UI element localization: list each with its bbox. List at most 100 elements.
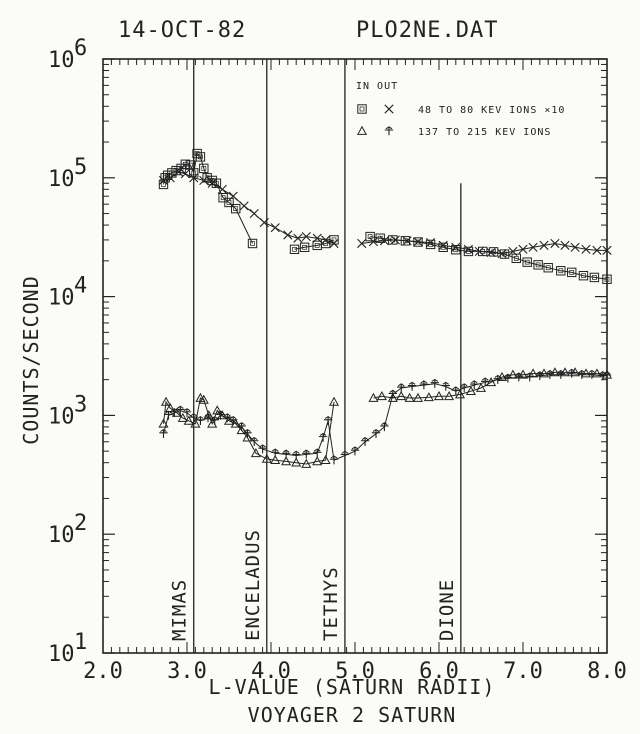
data-point-triangle: [158, 418, 169, 428]
data-point-triangle: [212, 405, 223, 415]
y-tick-label: 10: [48, 286, 75, 311]
data-point-triangle: [454, 389, 466, 399]
x-tick-label: 6.0: [419, 659, 459, 684]
data-point-square: [195, 152, 206, 162]
data-point-plus: [203, 413, 213, 423]
data-point-triangle: [281, 456, 292, 466]
data-point-x: [570, 242, 580, 252]
legend-marker-plus: [384, 126, 394, 136]
data-point-plus: [481, 377, 490, 387]
data-point-x: [270, 223, 280, 233]
data-point-x: [426, 237, 436, 248]
data-point-square: [556, 266, 566, 276]
data-point-plus: [210, 416, 219, 426]
data-point-plus: [196, 416, 205, 426]
data-point-x: [451, 242, 461, 252]
moon-label-enceladus: ENCELADUS: [242, 529, 264, 641]
data-point-square: [578, 270, 589, 281]
data-point-triangle: [396, 390, 407, 401]
data-point-triangle: [312, 456, 323, 466]
data-point-x: [329, 238, 339, 249]
x-tick-label: 7.0: [503, 659, 543, 684]
moon-label-mimas: MIMAS: [169, 579, 191, 641]
legend-entry-48-80-kev: 48 TO 80 KEV IONS ×10: [418, 105, 565, 116]
data-point-triangle: [433, 390, 445, 401]
data-point-plus: [407, 381, 417, 391]
data-point-plus: [271, 448, 280, 458]
data-point-triangle: [250, 448, 261, 458]
data-point-x: [581, 244, 591, 254]
data-point-triangle: [412, 392, 424, 402]
series-line-x: [163, 171, 335, 244]
data-point-plus: [323, 416, 333, 426]
data-point-square: [218, 192, 228, 203]
x-tick-label: 4.0: [251, 659, 291, 684]
data-point-plus: [176, 405, 185, 415]
data-point-plus: [237, 422, 246, 432]
y-tick-label: 10: [48, 642, 75, 667]
x-axis-label: L-VALUE (SATURN RADII): [209, 675, 496, 699]
data-point-x: [301, 231, 311, 242]
y-tick-exponent: 2: [74, 511, 87, 536]
data-point-triangle: [190, 418, 201, 428]
data-point-x: [508, 246, 518, 257]
data-point-triangle: [270, 454, 281, 465]
legend-marker-x: [384, 104, 394, 114]
y-tick-exponent: 5: [74, 155, 87, 180]
data-point-x: [518, 244, 528, 254]
data-point-triangle: [198, 394, 209, 404]
moon-label-dione: DIONE: [436, 579, 458, 641]
legend-header: IN OUT: [356, 81, 398, 92]
x-tick-label: 3.0: [167, 659, 207, 684]
data-point-square: [231, 203, 241, 214]
data-point-square: [185, 160, 196, 170]
data-point-triangle: [320, 454, 331, 465]
data-point-plus: [250, 436, 259, 446]
data-point-triangle: [368, 392, 379, 402]
data-point-x: [486, 247, 496, 258]
data-point-triangle: [423, 392, 434, 402]
data-point-plus: [430, 378, 439, 388]
data-point-plus: [281, 449, 291, 459]
data-point-plus: [223, 413, 232, 423]
data-point-square: [180, 159, 191, 169]
data-point-triangle: [177, 412, 188, 422]
legend-entry-137-215-kev: 137 TO 215 KEV IONS: [418, 127, 551, 138]
data-point-plus: [159, 429, 168, 439]
data-point-x: [402, 236, 412, 246]
data-point-triangle: [183, 415, 194, 425]
data-point-plus: [302, 449, 311, 459]
data-point-triangle: [404, 392, 415, 402]
legend-marker-square: [357, 104, 367, 114]
data-point-plus: [419, 380, 429, 390]
data-point-x: [228, 191, 238, 201]
data-point-plus: [380, 422, 389, 432]
data-point-triangle: [570, 367, 581, 377]
data-point-plus: [164, 410, 173, 420]
data-point-plus: [525, 372, 534, 382]
data-point-x: [293, 233, 303, 243]
data-point-triangle: [444, 390, 455, 401]
data-point-plus: [216, 410, 225, 420]
data-point-x: [174, 167, 184, 177]
data-point-x: [413, 237, 423, 247]
data-point-plus: [503, 373, 513, 383]
data-point-x: [592, 245, 602, 255]
x-tick-label: 8.0: [587, 659, 627, 684]
series-line-triangle: [373, 371, 608, 399]
data-point-x: [528, 242, 538, 252]
data-point-plus: [292, 450, 301, 460]
data-point-triangle: [328, 396, 340, 406]
data-point-x: [312, 233, 322, 243]
data-point-plus: [441, 381, 450, 391]
data-point-x: [249, 208, 259, 219]
data-point-x: [217, 184, 227, 194]
data-point-square: [299, 242, 310, 253]
x-tick-label: 5.0: [335, 659, 375, 684]
data-point-triangle: [591, 368, 602, 378]
header-date: 14-OCT-82: [118, 18, 246, 43]
data-point-plus: [556, 369, 565, 379]
data-point-triangle: [242, 432, 253, 442]
data-point-plus: [258, 444, 267, 454]
